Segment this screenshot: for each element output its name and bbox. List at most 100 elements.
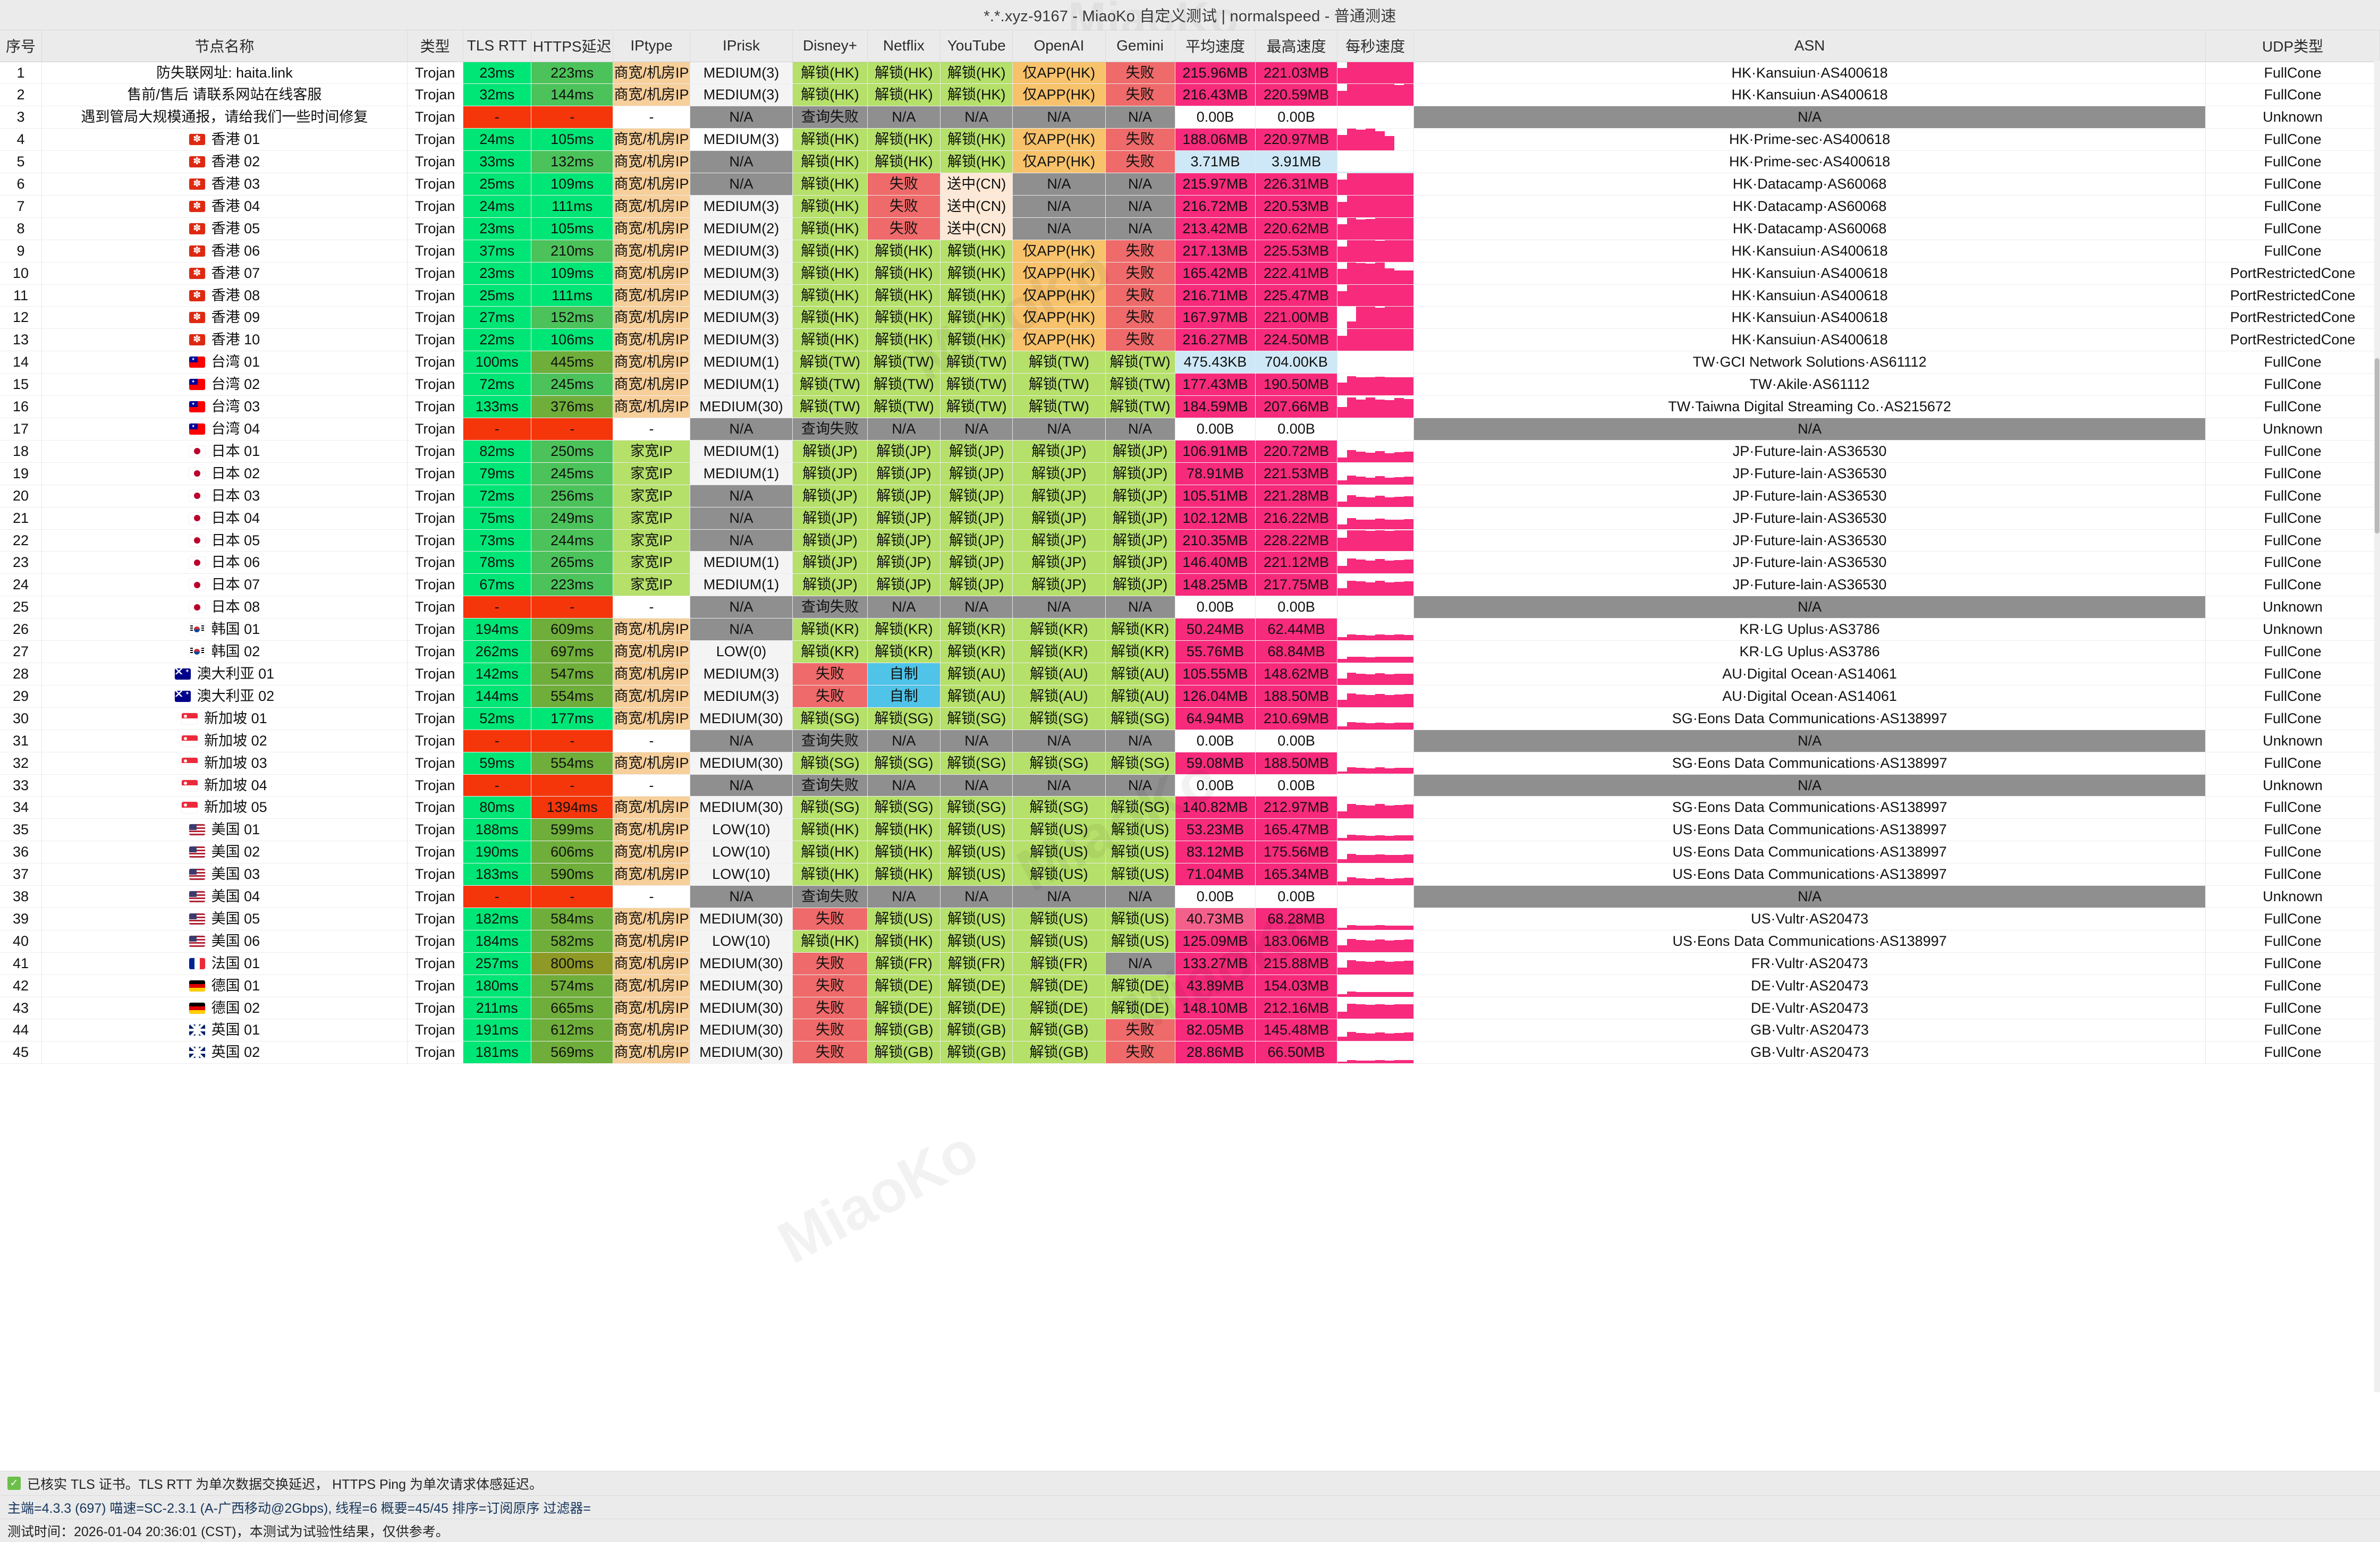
col-header-tls[interactable]: TLS RTT — [463, 30, 531, 62]
table-row[interactable]: 34 新加坡 05 Trojan 80ms 1394ms 商宽/机房IP MEDIUM(30… — [0, 796, 2380, 819]
cell-node-name[interactable]: 台湾 04 — [41, 418, 408, 440]
table-row[interactable]: 26 韩国 01 Trojan 194ms 609ms 商宽/机房IP N/A 解锁(KR) 解… — [0, 618, 2380, 641]
cell-node-name[interactable]: 日本 06 — [41, 551, 408, 574]
col-header-netflix[interactable]: Netflix — [867, 30, 941, 62]
table-row[interactable]: 8 香港 05 Trojan23ms105ms商宽/机房IPMEDIUM(2)解锁(… — [0, 217, 2380, 240]
col-header-asn[interactable]: ASN — [1413, 30, 2206, 62]
table-row[interactable]: 44 英国 01 Trojan 191ms 612ms 商宽/机房IP MEDIUM(30)… — [0, 1019, 2380, 1042]
table-row[interactable]: 40 美国 06 Trojan 184ms 582ms 商宽/机房IP LOW(10) 解锁(… — [0, 930, 2380, 953]
table-row[interactable]: 35 美国 01 Trojan 188ms 599ms 商宽/机房IP LOW(10) 解锁(… — [0, 818, 2380, 842]
col-header-openai[interactable]: OpenAI — [1012, 30, 1106, 62]
table-row[interactable]: 39 美国 05 Trojan 182ms 584ms 商宽/机房IP MEDIUM(30)… — [0, 908, 2380, 930]
cell-node-name[interactable]: 新加坡 04 — [41, 774, 408, 797]
cell-node-name[interactable]: 美国 01 — [41, 818, 408, 842]
cell-node-name[interactable]: 香港 07 — [41, 262, 408, 285]
cell-node-name[interactable]: 日本 07 — [41, 573, 408, 597]
table-row[interactable]: 30 新加坡 01 Trojan 52ms 177ms 商宽/机房IP MEDIUM(30)… — [0, 707, 2380, 730]
table-row[interactable]: 18 日本 01 Trojan 82ms 250ms 家宽IP MEDIUM(1) 解锁(JP… — [0, 440, 2380, 463]
table-row[interactable]: 9香港 06Trojan37ms210ms商宽/机房IPMEDIUM(3)解锁(… — [0, 240, 2380, 262]
table-row[interactable]: 10香港 07Trojan23ms109ms商宽/机房IPMEDIUM(3)解锁… — [0, 262, 2380, 285]
cell-node-name[interactable]: 香港 06 — [41, 240, 408, 262]
cell-node-name[interactable]: 香港 08 — [41, 284, 408, 307]
table-row[interactable]: 45 英国 02 Trojan 181ms 569ms 商宽/机房IP MEDIUM(30)… — [0, 1041, 2380, 1064]
cell-node-name[interactable]: 新加坡 01 — [41, 707, 408, 730]
cell-node-name[interactable]: 德国 01 — [41, 975, 408, 997]
cell-node-name[interactable]: 英国 02 — [41, 1041, 408, 1064]
table-row[interactable]: 20 日本 03 Trojan 72ms 256ms 家宽IP N/A 解锁(JP) 解锁(JP… — [0, 485, 2380, 507]
cell-node-name[interactable]: 澳大利亚 02 — [41, 685, 408, 708]
cell-node-name[interactable]: 日本 05 — [41, 529, 408, 552]
cell-node-name[interactable]: 香港 09 — [41, 306, 408, 329]
table-row[interactable]: 27 韩国 02 Trojan 262ms 697ms 商宽/机房IP LOW(0) 解锁(K… — [0, 640, 2380, 663]
cell-node-name[interactable]: 新加坡 03 — [41, 752, 408, 775]
table-row[interactable]: 13香港 10Trojan22ms106ms商宽/机房IPMEDIUM(3)解锁… — [0, 328, 2380, 352]
cell-node-name[interactable]: 香港 04 — [41, 195, 408, 218]
col-header-disney[interactable]: Disney+ — [792, 30, 868, 62]
cell-node-name[interactable]: 日本 01 — [41, 440, 408, 463]
col-header-maxspeed[interactable]: 最高速度 — [1255, 30, 1337, 62]
cell-node-name[interactable]: 台湾 01 — [41, 351, 408, 374]
vertical-scrollbar[interactable] — [2374, 61, 2380, 1392]
cell-node-name[interactable]: 英国 01 — [41, 1019, 408, 1042]
col-header-name[interactable]: 节点名称 — [41, 30, 408, 62]
table-row[interactable]: 12香港 09Trojan27ms152ms商宽/机房IPMEDIUM(3)解锁… — [0, 306, 2380, 329]
cell-node-name[interactable]: 新加坡 02 — [41, 730, 408, 752]
table-row[interactable]: 31 新加坡 02 Trojan - - - N/A 查询失败 N/A N/A N/A N/A 0.00… — [0, 730, 2380, 752]
table-row[interactable]: 25 日本 08 Trojan - - - N/A 查询失败 N/A N/A N/A N/A 0.00B… — [0, 596, 2380, 619]
col-header-iptype[interactable]: IPtype — [613, 30, 690, 62]
cell-node-name[interactable]: 售前/售后 请联系网站在线客服 — [41, 83, 408, 107]
cell-node-name[interactable]: 美国 06 — [41, 930, 408, 953]
table-row[interactable]: 43 德国 02 Trojan 211ms 665ms 商宽/机房IP MEDIUM(30)… — [0, 997, 2380, 1020]
col-header-persecspeed[interactable]: 每秒速度 — [1337, 30, 1414, 62]
cell-node-name[interactable]: 韩国 01 — [41, 618, 408, 641]
table-row[interactable]: 38 美国 04 Trojan - - - N/A 查询失败 N/A N/A N/A N/A 0.00B… — [0, 885, 2380, 908]
cell-node-name[interactable]: 防失联网址: haita.link — [41, 62, 408, 84]
table-row[interactable]: 19 日本 02 Trojan 79ms 245ms 家宽IP MEDIUM(1) 解锁(JP… — [0, 462, 2380, 485]
table-row[interactable]: 16 台湾 03 Trojan133ms376ms商宽/机房IPMEDIUM(30)… — [0, 395, 2380, 418]
cell-node-name[interactable]: 美国 03 — [41, 863, 408, 886]
cell-node-name[interactable]: 日本 04 — [41, 507, 408, 530]
table-row[interactable]: 11香港 08Trojan25ms111ms商宽/机房IPMEDIUM(3)解锁… — [0, 284, 2380, 307]
table-row[interactable]: 22 日本 05 Trojan 73ms 244ms 家宽IP N/A 解锁(JP) 解锁(JP… — [0, 529, 2380, 552]
cell-node-name[interactable]: 香港 03 — [41, 173, 408, 196]
table-row[interactable]: 1 防失联网址: haita.link Trojan 23ms 223ms 商宽/机房IP… — [0, 62, 2380, 84]
table-row[interactable]: 5香港 02Trojan33ms132ms商宽/机房IPN/A解锁(HK)解锁(… — [0, 150, 2380, 174]
table-row[interactable]: 33 新加坡 04 Trojan - - - N/A 查询失败 N/A N/A N/A N/A 0.00… — [0, 774, 2380, 797]
table-row[interactable]: 28 澳大利亚 01 Trojan142ms547ms商宽/机房IPMEDIUM(3… — [0, 663, 2380, 685]
col-header-avgspeed[interactable]: 平均速度 — [1175, 30, 1256, 62]
cell-node-name[interactable]: 台湾 03 — [41, 395, 408, 418]
table-row[interactable]: 4香港 01Trojan24ms105ms商宽/机房IPMEDIUM(3)解锁(… — [0, 128, 2380, 151]
table-row[interactable]: 17台湾 04Trojan---N/A查询失败N/AN/AN/AN/A0.00B… — [0, 418, 2380, 440]
cell-node-name[interactable]: 新加坡 05 — [41, 796, 408, 819]
cell-node-name[interactable]: 台湾 02 — [41, 373, 408, 396]
cell-node-name[interactable]: 美国 05 — [41, 908, 408, 930]
col-header-youtube[interactable]: YouTube — [940, 30, 1013, 62]
table-row[interactable]: 2 售前/售后 请联系网站在线客服 Trojan 32ms 144ms 商宽/机房IP ME… — [0, 83, 2380, 107]
cell-node-name[interactable]: 香港 01 — [41, 128, 408, 151]
table-row[interactable]: 29 澳大利亚 02 Trojan144ms554ms商宽/机房IPMEDIUM(3… — [0, 685, 2380, 708]
table-row[interactable]: 14台湾 01Trojan100ms445ms商宽/机房IPMEDIUM(1)解… — [0, 351, 2380, 374]
cell-node-name[interactable]: 香港 10 — [41, 328, 408, 352]
cell-node-name[interactable]: 香港 05 — [41, 217, 408, 240]
table-row[interactable]: 15台湾 02Trojan72ms245ms商宽/机房IPMEDIUM(1)解锁… — [0, 373, 2380, 396]
cell-node-name[interactable]: 法国 01 — [41, 952, 408, 975]
cell-node-name[interactable]: 日本 02 — [41, 462, 408, 485]
table-row[interactable]: 3 遇到管局大规模通报，请给我们一些时间修复 Trojan - - - N/A 查询失败 N/A… — [0, 106, 2380, 129]
col-header-seq[interactable]: 序号 — [0, 30, 43, 62]
col-header-gemini[interactable]: Gemini — [1105, 30, 1175, 62]
table-row[interactable]: 6香港 03Trojan25ms109ms商宽/机房IPN/A解锁(HK)失败送… — [0, 173, 2380, 196]
table-row[interactable]: 37 美国 03 Trojan 183ms 590ms 商宽/机房IP LOW(10) 解锁(… — [0, 863, 2380, 886]
cell-node-name[interactable]: 澳大利亚 01 — [41, 663, 408, 685]
table-row[interactable]: 42 德国 01 Trojan 180ms 574ms 商宽/机房IP MEDIUM(30)… — [0, 975, 2380, 997]
table-row[interactable]: 32 新加坡 03 Trojan 59ms 554ms 商宽/机房IP MEDIUM(30)… — [0, 752, 2380, 775]
table-row[interactable]: 23 日本 06 Trojan 78ms 265ms 家宽IP MEDIUM(1) 解锁(JP… — [0, 551, 2380, 574]
cell-node-name[interactable]: 美国 02 — [41, 841, 408, 864]
table-row[interactable]: 24 日本 07 Trojan 67ms 223ms 家宽IP MEDIUM(1) 解锁(JP… — [0, 573, 2380, 597]
cell-node-name[interactable]: 韩国 02 — [41, 640, 408, 663]
table-row[interactable]: 41 法国 01 Trojan 257ms 800ms 商宽/机房IP MEDIUM(30)… — [0, 952, 2380, 975]
cell-node-name[interactable]: 美国 04 — [41, 885, 408, 908]
cell-node-name[interactable]: 日本 03 — [41, 485, 408, 507]
scrollbar-thumb[interactable] — [2375, 358, 2379, 533]
cell-node-name[interactable]: 香港 02 — [41, 150, 408, 174]
cell-node-name[interactable]: 德国 02 — [41, 997, 408, 1020]
